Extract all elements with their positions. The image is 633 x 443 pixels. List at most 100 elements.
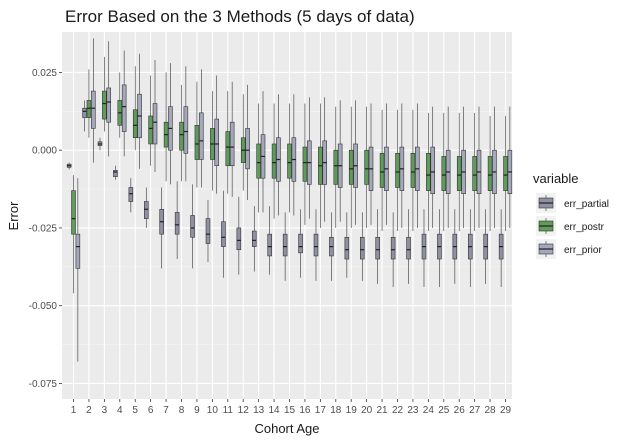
- x-tick-label: 5: [132, 405, 138, 416]
- box-err_partial: [468, 209, 473, 288]
- box-err_postr: [487, 115, 493, 232]
- box-body: [236, 227, 242, 251]
- box-body: [75, 233, 81, 269]
- x-tick-label: 24: [423, 405, 435, 416]
- box-err_partial: [437, 209, 442, 288]
- box-err_postr: [472, 112, 477, 232]
- box-body: [179, 121, 184, 151]
- box-err_partial: [406, 209, 411, 284]
- box-err_prior: [245, 84, 250, 200]
- box-err_partial: [128, 178, 134, 213]
- box-body: [430, 146, 435, 195]
- box-err_prior: [214, 75, 219, 194]
- box-err_partial: [313, 209, 319, 281]
- box-body: [313, 233, 319, 257]
- x-tick-label: 27: [469, 405, 481, 416]
- y-axis: 0.025 0.000 -0.025 -0.050 -0.075: [29, 68, 62, 390]
- box-body: [214, 118, 219, 167]
- box-err_postr: [395, 109, 400, 232]
- box-err_partial: [329, 212, 334, 281]
- y-tick-label: -0.075: [29, 379, 58, 390]
- box-body: [245, 128, 250, 170]
- box-body: [472, 156, 477, 191]
- box-err_partial: [360, 212, 365, 281]
- box-err_postr: [117, 72, 123, 138]
- x-tick-label: 15: [284, 405, 296, 416]
- box-body: [152, 103, 158, 145]
- box-body: [456, 156, 462, 191]
- box-body: [221, 221, 226, 247]
- box-body: [174, 212, 180, 235]
- box-err_prior: [415, 103, 420, 228]
- x-tick-label: 11: [223, 405, 234, 416]
- box-body: [298, 233, 303, 254]
- box-err_postr: [348, 106, 354, 228]
- legend-key-err_partial: [536, 193, 556, 213]
- box-body: [102, 90, 107, 120]
- x-tick-label: 21: [377, 405, 389, 416]
- box-body: [71, 190, 76, 235]
- x-tick-label: 23: [407, 405, 419, 416]
- x-tick-label: 16: [299, 405, 311, 416]
- box-body: [287, 143, 292, 179]
- x-axis-title: Cohort Age: [254, 421, 319, 436]
- box-err_prior: [353, 100, 358, 225]
- box-err_prior: [307, 97, 312, 219]
- y-tick-label: -0.025: [29, 223, 58, 234]
- box-err_prior: [507, 106, 513, 228]
- x-tick-label: 12: [238, 405, 250, 416]
- box-body: [379, 152, 385, 188]
- box-err_postr: [163, 72, 169, 182]
- box-body: [282, 233, 288, 257]
- box-err_prior: [445, 106, 451, 228]
- box-err_prior: [183, 66, 189, 182]
- box-err_postr: [194, 81, 200, 188]
- box-body: [194, 125, 200, 160]
- box-err_postr: [102, 56, 107, 132]
- x-tick-label: 13: [253, 405, 265, 416]
- box-err_partial: [190, 184, 195, 269]
- box-err_postr: [410, 109, 416, 232]
- box-body: [410, 152, 416, 188]
- x-axis: 1 2 3 4 5 6 7 8 9 10 11 12 13 14 15 16 17 18 19 20 21 22 23 24 2…: [71, 399, 511, 416]
- box-err_postr: [333, 106, 339, 228]
- legend: variable err_partial err_postr err_prior: [533, 171, 609, 259]
- box-body: [199, 112, 204, 160]
- box-err_prior: [368, 103, 374, 225]
- box-err_postr: [71, 175, 76, 294]
- box-err_prior: [430, 106, 435, 228]
- box-body: [256, 143, 261, 179]
- box-err_partial: [236, 196, 242, 275]
- box-err_partial: [144, 187, 149, 228]
- box-body: [364, 149, 369, 185]
- box-body: [190, 215, 195, 238]
- box-body: [144, 201, 149, 219]
- legend-label: err_prior: [564, 245, 602, 256]
- x-tick-label: 6: [148, 405, 154, 416]
- x-tick-label: 22: [392, 405, 404, 416]
- box-err_partial: [97, 137, 103, 151]
- box-err_partial: [344, 212, 350, 278]
- box-err_postr: [132, 66, 138, 151]
- box-err_postr: [225, 91, 231, 194]
- x-tick-label: 1: [71, 405, 77, 416]
- box-body: [106, 87, 111, 123]
- box-err_postr: [503, 115, 508, 232]
- box-body: [91, 90, 96, 129]
- box-err_postr: [240, 94, 246, 191]
- legend-key-err_postr: [536, 216, 556, 236]
- box-err_prior: [75, 178, 81, 362]
- legend-label: err_postr: [564, 222, 605, 233]
- x-tick-label: 20: [361, 405, 373, 416]
- box-err_prior: [260, 91, 266, 213]
- x-tick-label: 9: [194, 405, 200, 416]
- x-tick-label: 4: [117, 405, 123, 416]
- x-tick-label: 8: [179, 405, 185, 416]
- box-err_partial: [421, 209, 427, 288]
- box-body: [205, 218, 211, 244]
- box-err_postr: [210, 91, 215, 191]
- box-err_prior: [152, 59, 158, 172]
- box-err_postr: [364, 106, 369, 228]
- x-tick-label: 19: [346, 405, 358, 416]
